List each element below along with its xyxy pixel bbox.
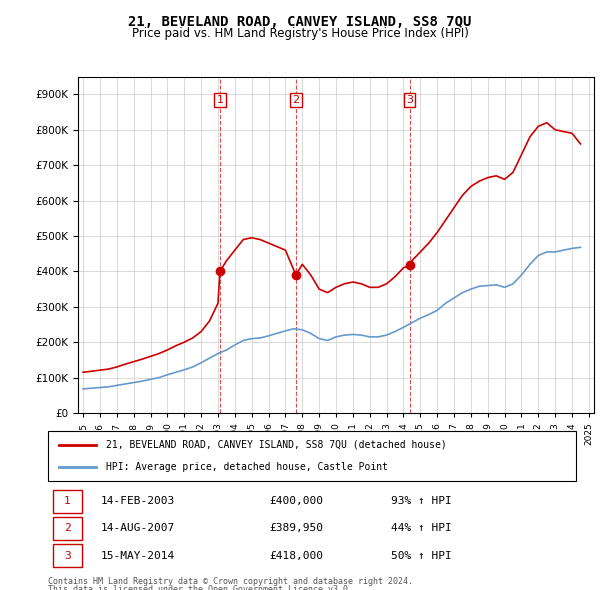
Text: £400,000: £400,000 [270, 496, 324, 506]
Text: 14-AUG-2007: 14-AUG-2007 [101, 523, 175, 533]
Text: Contains HM Land Registry data © Crown copyright and database right 2024.: Contains HM Land Registry data © Crown c… [48, 577, 413, 586]
FancyBboxPatch shape [53, 490, 82, 513]
FancyBboxPatch shape [48, 431, 576, 481]
Text: £389,950: £389,950 [270, 523, 324, 533]
Text: 93% ↑ HPI: 93% ↑ HPI [391, 496, 452, 506]
Text: 2: 2 [292, 95, 299, 105]
Text: 1: 1 [64, 496, 71, 506]
Text: 21, BEVELAND ROAD, CANVEY ISLAND, SS8 7QU: 21, BEVELAND ROAD, CANVEY ISLAND, SS8 7Q… [128, 15, 472, 29]
Text: This data is licensed under the Open Government Licence v3.0.: This data is licensed under the Open Gov… [48, 585, 353, 590]
Text: 14-FEB-2003: 14-FEB-2003 [101, 496, 175, 506]
Text: 3: 3 [64, 550, 71, 560]
Text: 21, BEVELAND ROAD, CANVEY ISLAND, SS8 7QU (detached house): 21, BEVELAND ROAD, CANVEY ISLAND, SS8 7Q… [106, 440, 447, 450]
Text: HPI: Average price, detached house, Castle Point: HPI: Average price, detached house, Cast… [106, 462, 388, 472]
Text: 15-MAY-2014: 15-MAY-2014 [101, 550, 175, 560]
FancyBboxPatch shape [53, 517, 82, 540]
Text: 44% ↑ HPI: 44% ↑ HPI [391, 523, 452, 533]
Text: 1: 1 [217, 95, 223, 105]
Text: 2: 2 [64, 523, 71, 533]
Text: 50% ↑ HPI: 50% ↑ HPI [391, 550, 452, 560]
Text: £418,000: £418,000 [270, 550, 324, 560]
Text: Price paid vs. HM Land Registry's House Price Index (HPI): Price paid vs. HM Land Registry's House … [131, 27, 469, 40]
FancyBboxPatch shape [53, 544, 82, 567]
Text: 3: 3 [406, 95, 413, 105]
